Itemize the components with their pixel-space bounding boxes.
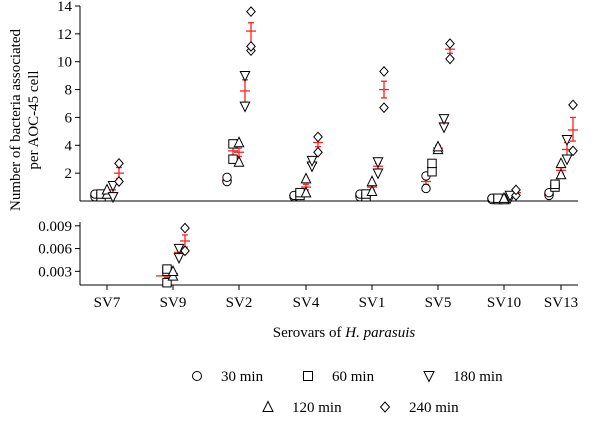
legend-label: 60 min [332, 369, 375, 385]
data-point-diamond [246, 40, 256, 52]
y-tick-label: 8 [65, 83, 73, 99]
y-tick-label: 0.009 [38, 219, 72, 235]
data-point-diamond [180, 245, 190, 257]
error-bars [90, 22, 578, 279]
x-axis-label-prefix: Serovars of [273, 325, 345, 341]
data-point-triangle-down [438, 114, 450, 126]
legend-label: 240 min [409, 400, 459, 416]
data-point-triangle-up [167, 265, 179, 277]
data-point-circle [421, 183, 431, 194]
data-point-triangle-down [173, 243, 185, 255]
data-point-square [427, 167, 437, 177]
data-point-triangle-up [432, 140, 444, 152]
data-point-diamond [114, 176, 124, 187]
data-point-triangle-down [372, 168, 384, 180]
category-label-sv13: SV13 [544, 295, 578, 311]
data-point-triangle-up [300, 172, 312, 184]
data-point-diamond [511, 184, 521, 196]
data-point-diamond [568, 99, 578, 111]
category-label-sv2: SV2 [226, 295, 253, 311]
category-label-sv1: SV1 [359, 295, 386, 311]
legend-marker-circle [192, 371, 202, 381]
data-point-diamond [180, 222, 190, 234]
category-labels: SV7 SV9 SV2 SV4 SV1 SV5 SV10 SV13 [94, 295, 578, 311]
x-axis-label-species: H. parasuis [344, 325, 415, 341]
data-point-triangle-down [561, 154, 573, 166]
y-tick-label: 14 [57, 0, 73, 15]
legend-label: 30 min [221, 369, 264, 385]
legend-entry: 180 min [423, 369, 503, 385]
data-point-triangle-up [300, 186, 312, 198]
x-axis-label: Serovars of H. parasuis [273, 325, 416, 341]
error-bar [156, 275, 166, 277]
data-point-square [162, 278, 172, 288]
y-tick-label: 4 [65, 138, 73, 154]
data-point-triangle-up [555, 168, 567, 180]
data-point-triangle-up [366, 175, 378, 187]
error-bar [568, 116, 578, 142]
data-point-triangle-up [233, 136, 245, 148]
error-bar [379, 80, 389, 99]
legend-label: 120 min [292, 400, 342, 416]
y-tick-label: 0.003 [38, 264, 72, 280]
legend-entry: 240 min [379, 400, 459, 416]
axes [75, 5, 578, 290]
data-point-diamond [568, 145, 578, 157]
data-point-square [228, 154, 238, 164]
data-point-square [427, 158, 437, 169]
data-point-triangle-down [107, 192, 119, 204]
data-point-triangle-up [555, 157, 567, 169]
data-point-diamond [114, 157, 124, 169]
legend-marker-square [303, 371, 313, 381]
legend: 30 min 60 min 180 min 120 min 240 min [192, 369, 503, 416]
data-point-triangle-down [173, 252, 185, 264]
data-point-diamond [445, 38, 455, 50]
legend-entry: 120 min [262, 400, 342, 416]
legend-marker-diamond [379, 401, 391, 413]
data-point-triangle-up [101, 183, 113, 195]
error-bar [240, 79, 250, 103]
data-point-diamond [445, 53, 455, 65]
data-point-triangle-down [107, 180, 119, 192]
y-axis-label-line2: per AOC-45 cell [26, 70, 42, 169]
tick-labels: 2 4 6 8 10 12 14 0.003 0.006 0.009 [38, 0, 72, 280]
data-point-triangle-down [239, 70, 251, 82]
legend-marker-triangle-down [423, 371, 435, 383]
data-points [90, 6, 578, 288]
data-point-diamond [379, 66, 389, 77]
data-point-diamond [246, 6, 256, 18]
y-axis-label-line1: Number of bacteria associated [8, 29, 24, 211]
legend-entry: 30 min [192, 369, 264, 385]
data-point-triangle-down [561, 135, 573, 147]
data-point-triangle-down [239, 101, 251, 113]
legend-marker-triangle-up [262, 400, 274, 412]
category-label-sv10: SV10 [487, 295, 521, 311]
y-tick-label: 12 [57, 27, 72, 43]
legend-label: 180 min [453, 369, 503, 385]
category-label-sv9: SV9 [160, 295, 187, 311]
y-tick-label: 6 [65, 110, 73, 126]
legend-entry: 60 min [303, 369, 375, 385]
data-point-triangle-down [306, 155, 318, 167]
y-tick-label: 0.006 [38, 242, 72, 258]
category-label-sv5: SV5 [425, 295, 452, 311]
data-point-triangle-up [498, 191, 510, 203]
data-point-square [550, 179, 560, 189]
category-label-sv4: SV4 [293, 295, 320, 311]
data-point-diamond [511, 189, 521, 201]
category-label-sv7: SV7 [94, 295, 121, 311]
data-point-diamond [313, 131, 323, 143]
data-point-triangle-down [372, 157, 384, 169]
data-point-triangle-up [366, 184, 378, 196]
y-tick-label: 2 [65, 166, 73, 182]
data-point-diamond [379, 102, 389, 114]
y-tick-label: 10 [57, 55, 72, 71]
data-point-triangle-up [233, 155, 245, 167]
data-point-diamond [313, 146, 323, 158]
data-point-circle [222, 172, 232, 183]
